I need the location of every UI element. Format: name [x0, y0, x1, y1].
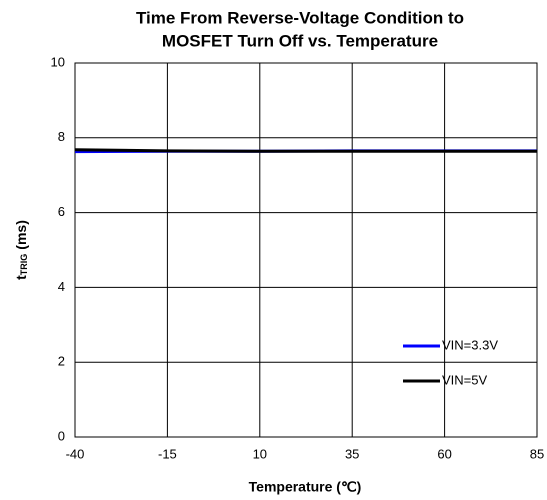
y-tick-label: 10	[51, 54, 65, 69]
x-tick-label: 10	[253, 446, 267, 461]
x-axis-label: Temperature (℃)	[249, 479, 362, 495]
y-tick-label: 2	[58, 354, 65, 369]
y-tick-label: 0	[58, 428, 65, 443]
y-tick-label: 6	[58, 204, 65, 219]
y-axis-label: tTRIG (ms)	[13, 220, 30, 280]
series-line	[74, 148, 537, 153]
x-tick-label: 35	[345, 446, 359, 461]
y-tick-label: 4	[58, 279, 65, 294]
legend-label: VIN=5V	[442, 372, 487, 387]
y-label-sub: TRIG	[19, 254, 29, 276]
x-tick-label: -40	[66, 446, 85, 461]
x-tick-label: -15	[158, 446, 177, 461]
plot-area	[74, 62, 538, 438]
x-tick-label: 60	[437, 446, 451, 461]
y-label-main: t	[13, 275, 29, 280]
y-label-unit: (ms)	[13, 220, 29, 250]
x-tick-label: 85	[530, 446, 544, 461]
legend-label: VIN=3.3V	[442, 337, 498, 352]
chart-title: MOSFET Turn Off vs. Temperature	[162, 31, 438, 50]
y-tick-label: 8	[58, 129, 65, 144]
chart-title: Time From Reverse-Voltage Condition to	[136, 8, 464, 27]
